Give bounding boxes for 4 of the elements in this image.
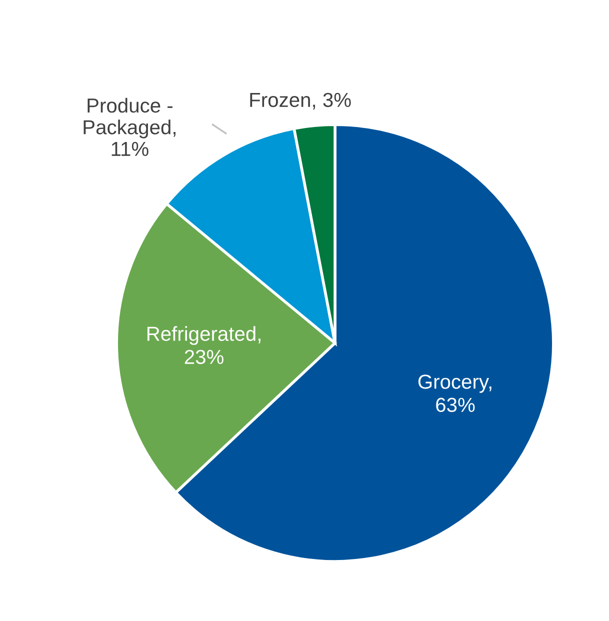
slice-label: Refrigerated, 23% bbox=[147, 326, 260, 364]
slice-label: Produce - Packaged, 11% bbox=[84, 98, 176, 156]
slice-label: Frozen, 3% bbox=[250, 92, 351, 110]
slice-label: Grocery, 63% bbox=[418, 374, 492, 412]
